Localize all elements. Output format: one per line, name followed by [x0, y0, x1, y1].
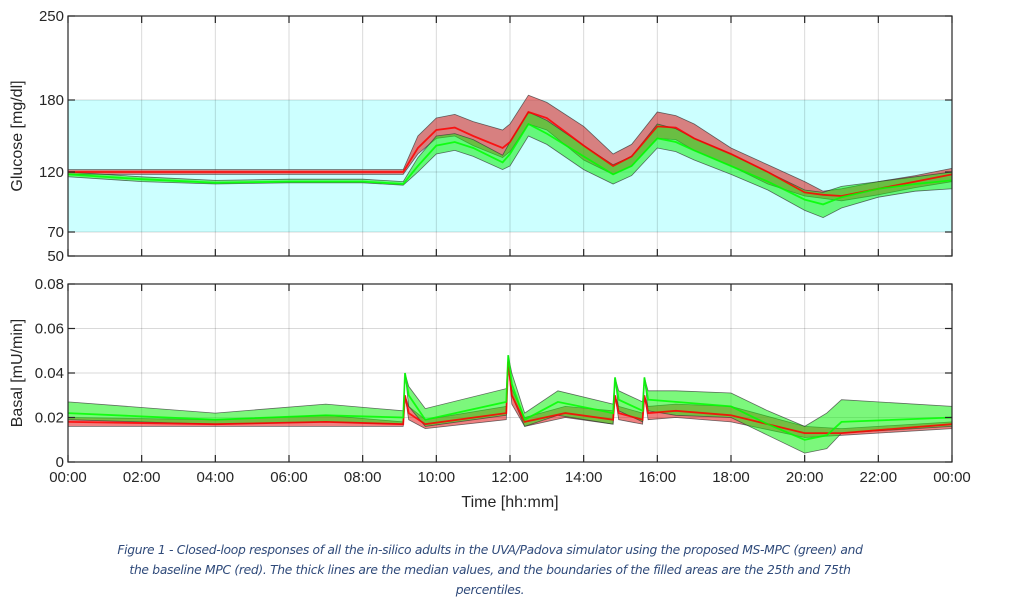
- green-median-line: [67, 355, 953, 441]
- y-tick-label: 0.06: [35, 321, 64, 338]
- x-tick-label: 22:00: [860, 469, 898, 486]
- x-tick-label: 04:00: [197, 469, 235, 486]
- y-tick-label: 120: [39, 164, 64, 181]
- y-axis-label: Basal [mU/min]: [9, 319, 26, 427]
- x-tick-label: 00:00: [49, 469, 87, 486]
- caption-line-2: the baseline MPC (red). The thick lines …: [129, 563, 851, 577]
- figure-caption: Figure 1 - Closed-loop responses of all …: [0, 540, 980, 600]
- x-tick-label: 00:00: [933, 469, 971, 486]
- x-tick-label: 06:00: [270, 469, 308, 486]
- x-tick-label: 02:00: [123, 469, 161, 486]
- caption-line-1: Figure 1 - Closed-loop responses of all …: [117, 543, 863, 557]
- x-tick-label: 10:00: [418, 469, 456, 486]
- y-tick-label: 70: [47, 224, 64, 241]
- y-tick-label: 0: [56, 454, 64, 471]
- caption-line-3: percentiles.: [455, 583, 525, 597]
- x-tick-label: 18:00: [712, 469, 750, 486]
- x-tick-label: 12:00: [491, 469, 529, 486]
- y-tick-label: 0.08: [35, 276, 64, 293]
- y-tick-label: 50: [47, 248, 64, 265]
- y-tick-label: 250: [39, 8, 64, 25]
- x-tick-label: 08:00: [344, 469, 382, 486]
- y-tick-label: 0.02: [35, 410, 64, 427]
- plot-2: 0 0.02 0.04 0.06 0.08 Basal [mU/min] 00:00 02:0…: [9, 276, 971, 511]
- red-median-line: [68, 110, 953, 197]
- x-tick-label: 16:00: [639, 469, 677, 486]
- green-median-line: [67, 122, 953, 206]
- x-axis-label: Time [hh:mm]: [461, 494, 558, 511]
- y-axis-label: Glucose [mg/dl]: [9, 80, 26, 191]
- figure-chart: 50 70 120 180 250 Glucose [mg/dl] 0 0.02 0.04 0.0…: [9, 8, 971, 511]
- x-tick-label: 20:00: [786, 469, 824, 486]
- x-tick-label: 14:00: [565, 469, 603, 486]
- y-tick-label: 180: [39, 92, 64, 109]
- y-tick-label: 0.04: [35, 365, 64, 382]
- plot-1: 50 70 120 180 250 Glucose [mg/dl]: [9, 8, 953, 265]
